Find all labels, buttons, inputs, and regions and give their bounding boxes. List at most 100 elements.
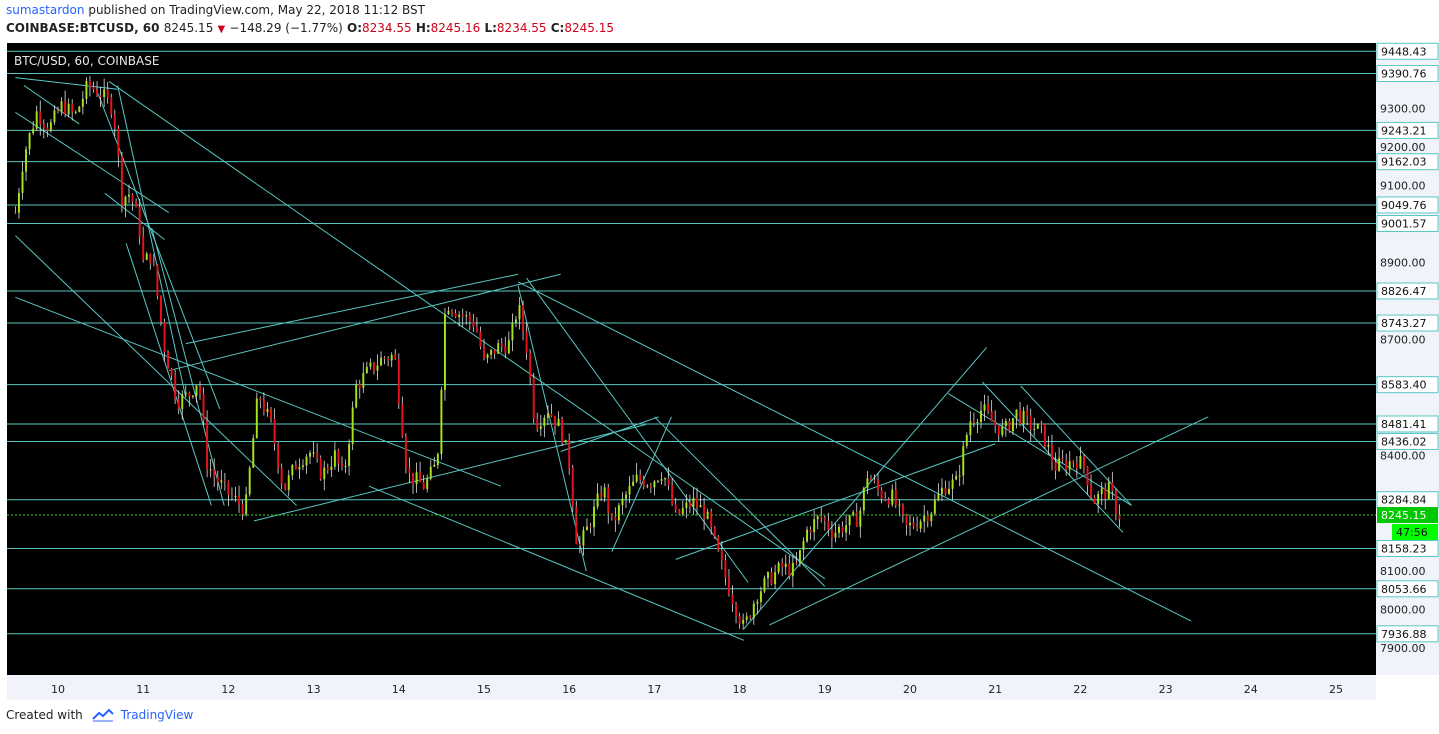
trend-line[interactable] bbox=[95, 89, 221, 410]
candle-body bbox=[1029, 415, 1032, 430]
candle-body bbox=[926, 515, 929, 522]
low-label: L: bbox=[484, 21, 497, 35]
trend-line[interactable] bbox=[253, 424, 646, 522]
candle-body bbox=[529, 353, 532, 378]
candle-body bbox=[49, 122, 52, 131]
candle-body bbox=[554, 416, 556, 427]
candle-body bbox=[174, 375, 177, 400]
candle-body bbox=[266, 408, 269, 413]
candle-body bbox=[468, 315, 471, 322]
trend-line[interactable] bbox=[15, 296, 502, 487]
candle-body bbox=[852, 512, 855, 516]
candle-body bbox=[447, 310, 450, 315]
candle-body bbox=[106, 89, 109, 98]
candle-body bbox=[128, 194, 130, 197]
candle-body bbox=[135, 201, 138, 207]
candle-body bbox=[479, 331, 482, 347]
candle-body bbox=[990, 411, 993, 422]
candle-body bbox=[685, 502, 688, 509]
candle-body bbox=[465, 315, 468, 317]
candle-body bbox=[241, 504, 244, 515]
candle-body bbox=[752, 603, 755, 618]
candle-body bbox=[866, 478, 869, 488]
candle-body bbox=[522, 305, 525, 332]
candle-body bbox=[500, 343, 503, 346]
trend-line[interactable] bbox=[15, 111, 170, 213]
candle-body bbox=[238, 495, 241, 505]
trend-line[interactable] bbox=[769, 416, 1209, 626]
candle-body bbox=[724, 560, 727, 578]
candle-body bbox=[1107, 482, 1110, 500]
trend-line[interactable] bbox=[675, 443, 996, 560]
time-tick-label: 15 bbox=[477, 683, 491, 696]
candle-body bbox=[632, 481, 635, 486]
trend-line[interactable] bbox=[168, 273, 561, 372]
candle-body bbox=[987, 404, 990, 412]
candle-body bbox=[138, 206, 141, 237]
trend-line[interactable] bbox=[104, 192, 165, 240]
publish-text: published on TradingView.com, May 22, 20… bbox=[88, 3, 425, 17]
trend-line[interactable] bbox=[117, 85, 187, 398]
candle-body bbox=[514, 319, 517, 323]
high-value: 8245.16 bbox=[430, 21, 481, 35]
trend-line[interactable] bbox=[108, 81, 826, 580]
candle-body bbox=[710, 511, 713, 528]
candle-body bbox=[113, 114, 116, 129]
level-price-box bbox=[1376, 415, 1439, 433]
trend-line[interactable] bbox=[517, 281, 1192, 622]
candle-body bbox=[1001, 426, 1004, 436]
level-price-box bbox=[1376, 282, 1439, 300]
price-axis[interactable] bbox=[1376, 43, 1439, 675]
candle-body bbox=[277, 444, 280, 469]
price-chart[interactable]: 9448.43 9390.76 9243.21 9162.03 9049.76 9001.… bbox=[0, 40, 1439, 700]
open-value: 8234.55 bbox=[362, 21, 412, 35]
candle-body bbox=[1100, 488, 1103, 494]
trend-line[interactable] bbox=[948, 393, 1132, 506]
candle-body bbox=[1051, 444, 1053, 462]
candle-body bbox=[209, 469, 212, 471]
candle-body bbox=[152, 263, 155, 265]
trend-line[interactable] bbox=[517, 285, 587, 572]
candle-body bbox=[621, 498, 624, 506]
candle-body bbox=[1090, 485, 1093, 498]
trend-line[interactable] bbox=[15, 235, 297, 506]
trend-line[interactable] bbox=[743, 347, 988, 630]
trend-line[interactable] bbox=[151, 227, 225, 506]
price-tick-label: 7900.00 bbox=[1380, 642, 1426, 655]
candle-body bbox=[1036, 423, 1039, 429]
level-price-box bbox=[1376, 153, 1439, 171]
time-tick-label: 21 bbox=[988, 683, 1002, 696]
trend-line[interactable] bbox=[560, 416, 659, 452]
candle-body bbox=[436, 453, 439, 466]
candle-body bbox=[493, 349, 496, 354]
level-price-label: 8743.27 bbox=[1381, 317, 1427, 330]
candle-body bbox=[504, 345, 507, 354]
current-price-label: 8245.15 bbox=[1381, 509, 1427, 522]
price-tick-label: 8000.00 bbox=[1380, 603, 1426, 616]
trend-line[interactable] bbox=[611, 416, 672, 552]
trend-line[interactable] bbox=[185, 273, 519, 345]
candle-body bbox=[74, 111, 77, 113]
candle-body bbox=[582, 530, 585, 546]
tradingview-link[interactable]: TradingView bbox=[120, 708, 194, 722]
candle-body bbox=[788, 563, 791, 577]
candle-body bbox=[699, 505, 702, 508]
time-axis[interactable] bbox=[7, 675, 1376, 700]
candle-body bbox=[660, 479, 663, 481]
author-link[interactable]: sumastardon bbox=[6, 3, 85, 17]
time-tick-label: 22 bbox=[1073, 683, 1087, 696]
candle-body bbox=[816, 516, 819, 520]
candle-body bbox=[170, 368, 173, 376]
trend-line[interactable] bbox=[125, 243, 212, 506]
candle-body bbox=[994, 421, 997, 426]
candle-body bbox=[461, 314, 464, 317]
trend-line[interactable] bbox=[23, 84, 80, 125]
candle-body bbox=[96, 89, 99, 96]
candle-body bbox=[426, 478, 429, 489]
candle-body bbox=[798, 550, 801, 564]
candle-body bbox=[156, 264, 159, 297]
trend-line[interactable] bbox=[368, 485, 745, 641]
countdown-label: 47:56 bbox=[1396, 526, 1428, 539]
candle-body bbox=[319, 457, 322, 480]
close-value: 8245.15 bbox=[564, 21, 614, 35]
